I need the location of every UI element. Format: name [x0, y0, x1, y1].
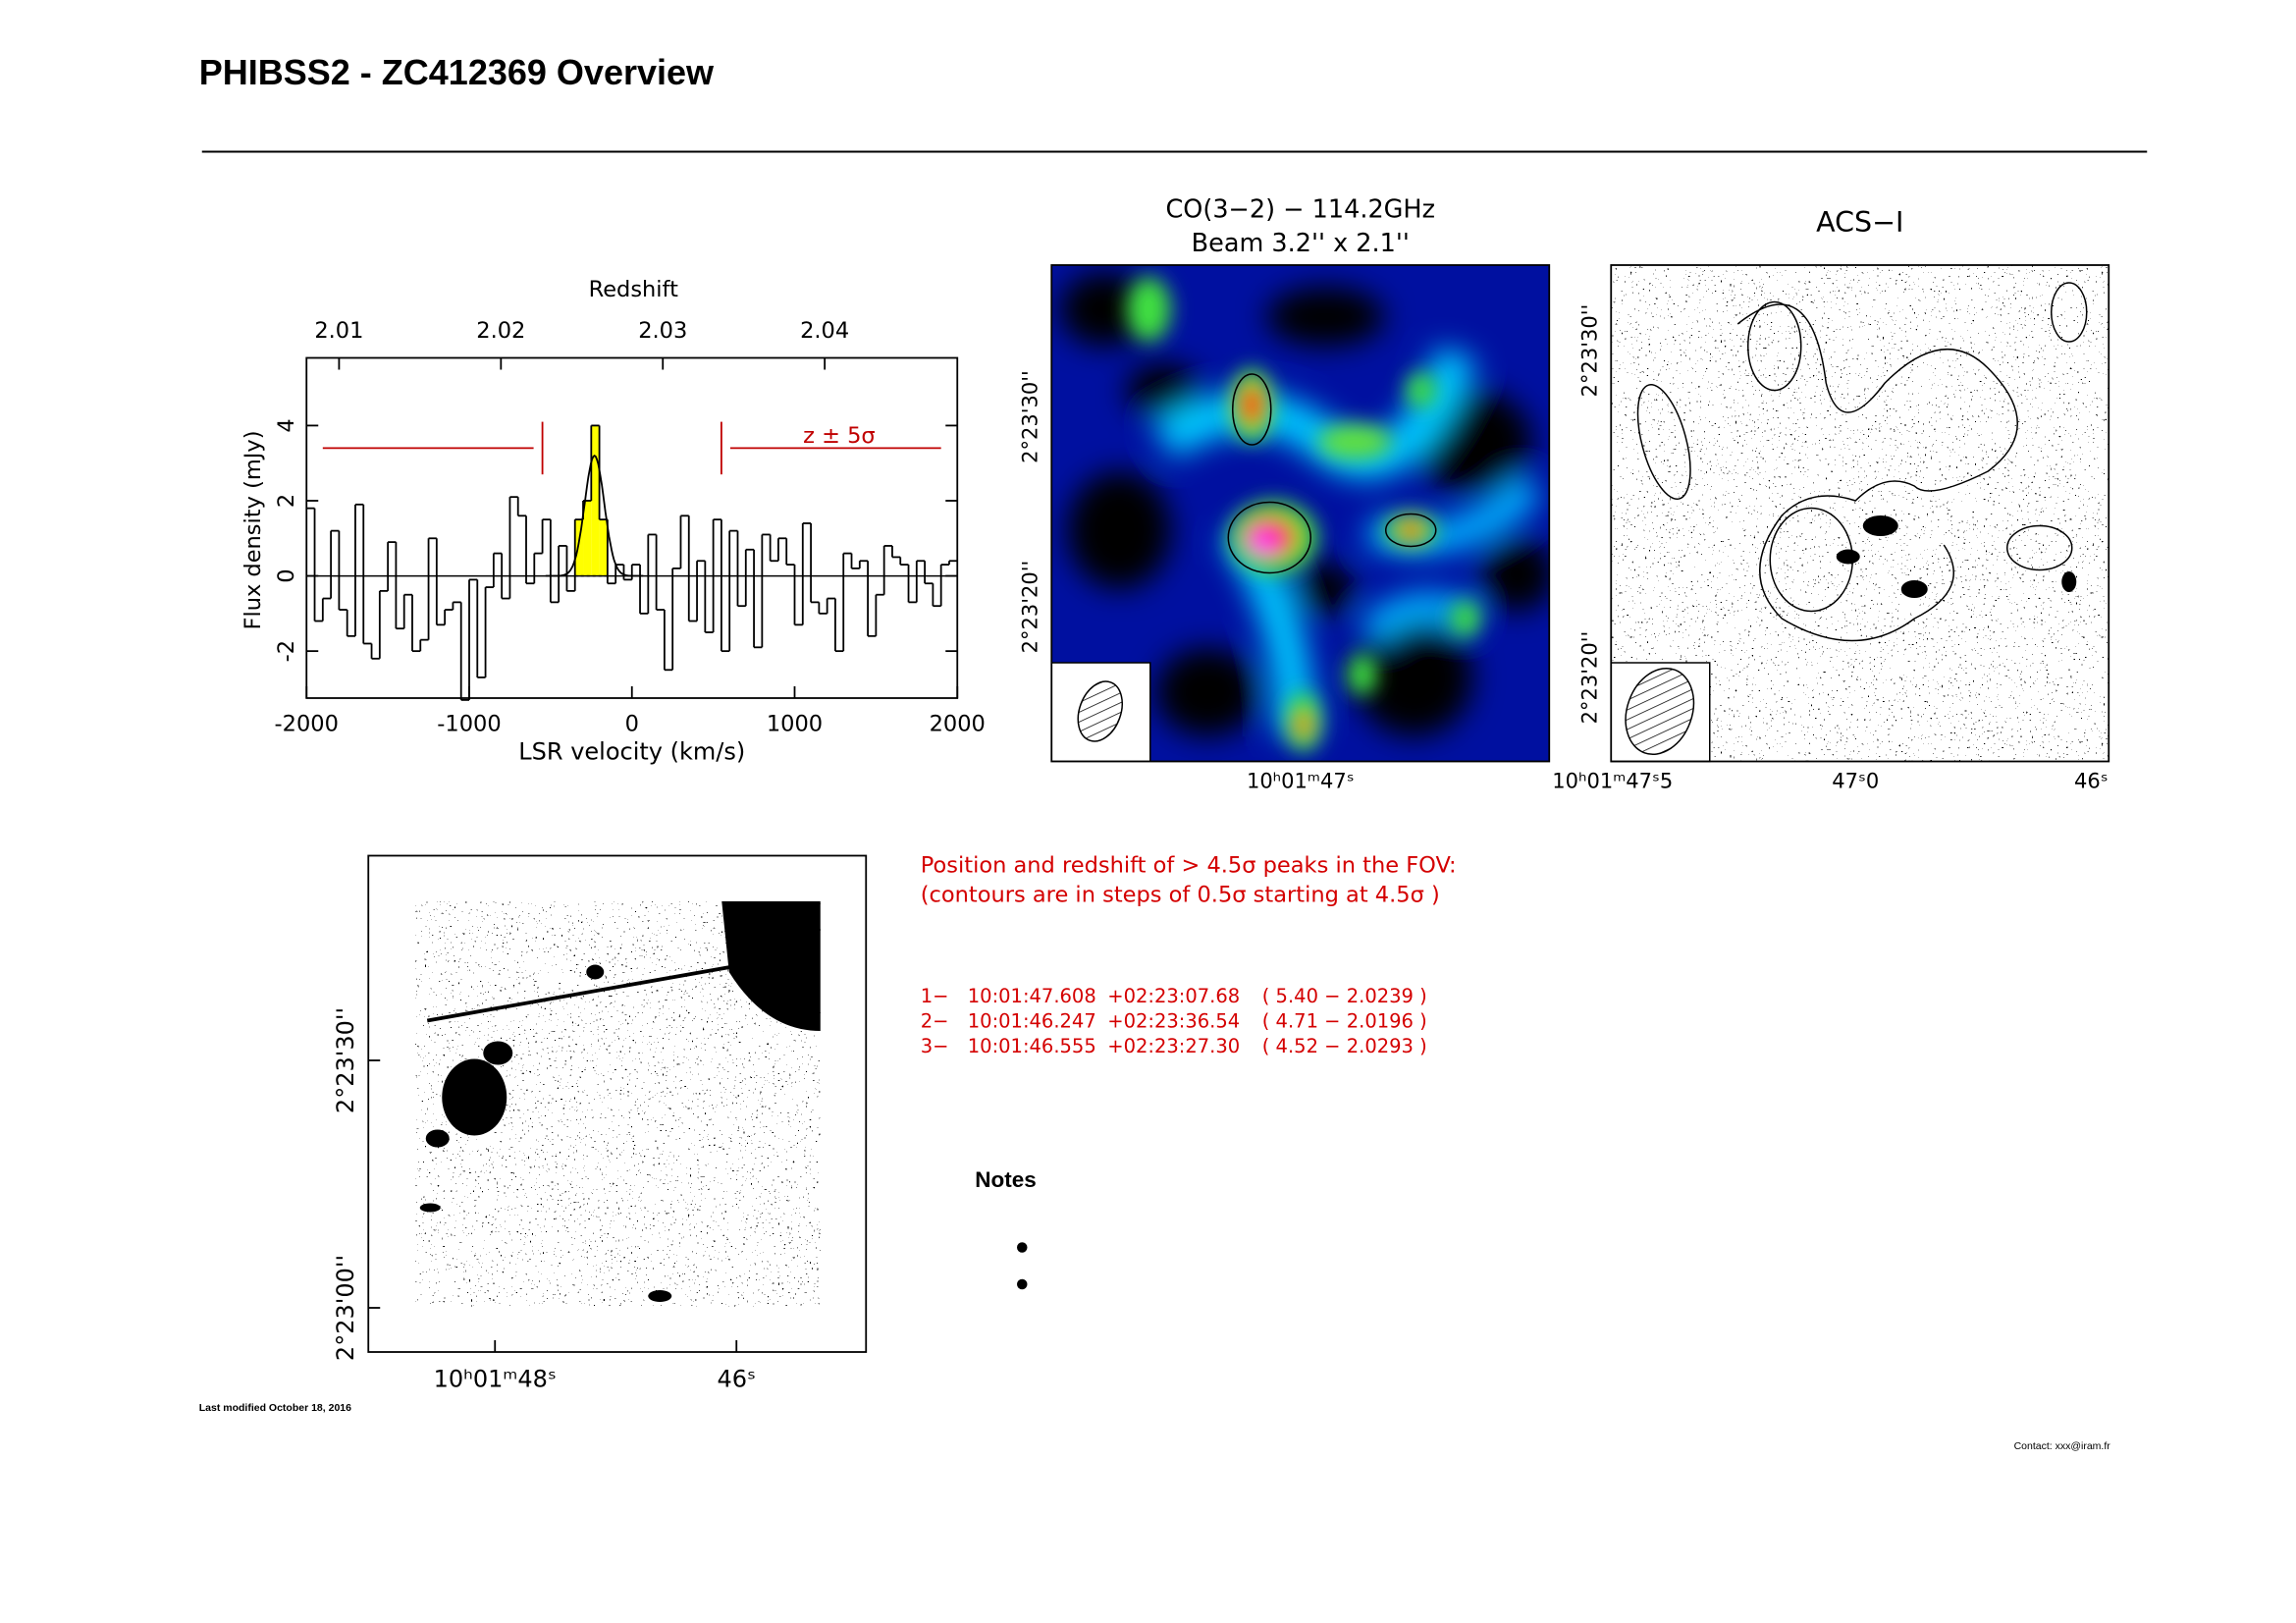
- line-channel-fill: [583, 500, 592, 576]
- peak-cell: ( 4.52 − 2.0293 ): [1262, 1035, 1427, 1057]
- peak-cell: ( 4.71 − 2.0196 ): [1262, 1010, 1427, 1033]
- gaussian-fit: [545, 454, 644, 577]
- peak-cell: 3−: [921, 1035, 949, 1057]
- peak-cell: ( 5.40 − 2.0239 ): [1262, 985, 1427, 1007]
- peaks-block: Position and redshift of > 4.5σ peaks in…: [921, 853, 1457, 908]
- peak-cell: 10:01:46.247: [968, 1010, 1096, 1033]
- x-tick-label: 1000: [767, 712, 823, 737]
- ra-label: 47ˢ0: [1832, 770, 1879, 793]
- peaks-heading: (contours are in steps of 0.5σ starting …: [921, 883, 1440, 908]
- dec-label: 2°23'30'': [1577, 304, 1601, 398]
- y-tick-label: 4: [274, 418, 299, 432]
- y-tick-label: 2: [274, 494, 299, 508]
- x2-axis-label: Redshift: [589, 277, 679, 302]
- field-sources: [419, 901, 821, 1302]
- page-title: PHIBSS2 - ZC412369 Overview: [199, 52, 715, 92]
- peak-cell: +02:23:27.30: [1107, 1035, 1240, 1057]
- dec-label: 2°23'20'': [1577, 631, 1601, 725]
- x2-tick-label: 2.02: [476, 318, 525, 344]
- footer-modified: Last modified October 18, 2016: [199, 1402, 351, 1414]
- dec-label: 2°23'20'': [1018, 561, 1041, 654]
- co-map: CO(3−2) − 114.2GHz Beam 3.2'' x 2.1'' 2°…: [1018, 195, 1551, 793]
- co-map-beam: Beam 3.2'' x 2.1'': [1192, 229, 1410, 258]
- x2-tick-label: 2.03: [638, 318, 687, 344]
- x-tick-label: -1000: [437, 712, 501, 737]
- ra-label: 10ʰ01ᵐ47ˢ5: [1552, 770, 1673, 793]
- peak-cell: 10:01:46.555: [968, 1035, 1096, 1057]
- ra-label: 46ˢ: [2074, 770, 2109, 793]
- y-axis-label: Flux density (mJy): [240, 430, 266, 629]
- footer-contact: Contact: xxx@iram.fr: [2014, 1440, 2111, 1452]
- dec-label: 2°23'00'': [332, 1255, 359, 1361]
- peak-cell: 10:01:47.608: [968, 985, 1096, 1007]
- dec-label: 2°23'30'': [332, 1007, 359, 1113]
- x-axis-label: LSR velocity (km/s): [518, 738, 745, 766]
- peak-cell: 2−: [921, 1010, 949, 1033]
- peak-cell: 1−: [921, 985, 949, 1007]
- bullet: [1017, 1278, 1028, 1290]
- x-tick-label: 2000: [930, 712, 986, 737]
- notes-title: Notes: [975, 1167, 1037, 1192]
- acs-map-title: ACS−I: [1816, 206, 1903, 239]
- y-tick-label: 0: [274, 568, 299, 582]
- line-channel-fill: [599, 519, 608, 576]
- acs-contours: [1636, 282, 2088, 642]
- line-channel-fill: [591, 425, 600, 576]
- peak-cell: +02:23:36.54: [1107, 1010, 1240, 1033]
- dec-label: 2°23'30'': [1018, 370, 1041, 463]
- x2-tick-label: 2.01: [314, 318, 363, 344]
- plot-frame: [305, 356, 959, 699]
- spectrum-plot: Redshift LSR velocity (km/s) Flux densit…: [240, 277, 986, 766]
- peak-cell: +02:23:07.68: [1107, 985, 1240, 1007]
- peaks-heading: Position and redshift of > 4.5σ peaks in…: [921, 853, 1457, 879]
- acs-map: ACS−I 2°23'30'' 2°23'20'' 10ʰ01ᵐ47ˢ5 47ˢ…: [1552, 206, 2110, 793]
- line-channel-fill: [574, 519, 584, 576]
- field-map: 2°23'30'' 2°23'00'' 10ʰ01ᵐ48ˢ 46ˢ: [332, 854, 868, 1393]
- window-annotation: z ± 5σ: [803, 423, 876, 449]
- x-tick-label: 0: [625, 712, 639, 737]
- co-map-image: [1051, 265, 1550, 762]
- co-map-title: CO(3−2) − 114.2GHz: [1166, 195, 1436, 225]
- x2-tick-label: 2.04: [800, 318, 849, 344]
- ra-label: 10ʰ01ᵐ47ˢ: [1247, 770, 1355, 793]
- ra-label: 10ʰ01ᵐ48ˢ: [434, 1366, 557, 1393]
- y-tick-label: -2: [274, 640, 299, 662]
- bullet: [1017, 1242, 1028, 1253]
- x-tick-label: -2000: [275, 712, 339, 737]
- ra-label: 46ˢ: [718, 1366, 757, 1393]
- peaks-table: 1− 10:01:47.608 +02:23:07.68 ( 5.40 − 2.023…: [921, 985, 1427, 1057]
- acs-sources: [1836, 515, 2077, 598]
